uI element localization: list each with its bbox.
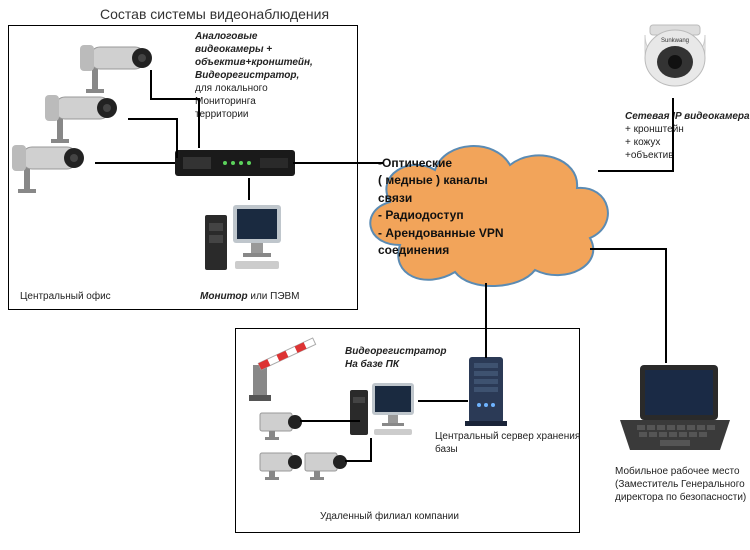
registrar-pc-icon <box>350 375 420 440</box>
connection-line <box>293 162 383 164</box>
remote-branch-label: Удаленный филиал компании <box>320 510 459 523</box>
connection-line <box>300 420 360 422</box>
ip-camera-label: Сетевая IP видеокамера + кронштейн + кож… <box>625 110 750 162</box>
connection-line <box>198 98 200 148</box>
box-camera-icon <box>255 445 305 480</box>
connection-line <box>248 178 250 200</box>
connection-line <box>665 248 667 363</box>
connection-line <box>345 460 370 462</box>
connection-line <box>370 438 372 462</box>
pc-monitor-icon <box>205 195 285 275</box>
server-icon <box>465 355 507 427</box>
connection-line <box>95 162 175 164</box>
svg-text:Sunkwang: Sunkwang <box>661 38 689 44</box>
server-label: Центральный сервер хранения базы <box>435 430 580 456</box>
monitor-label: Монитор или ПЭВМ <box>200 290 300 303</box>
connection-line <box>150 98 200 100</box>
laptop-icon <box>615 360 735 455</box>
connection-line <box>598 170 674 172</box>
connection-line <box>590 248 667 250</box>
connection-line <box>672 98 674 171</box>
analog-cameras-label: Аналоговые видеокамеры + объектив+кроншт… <box>195 30 313 121</box>
cloud-text: -Оптические ( медные ) каналы связи - Ра… <box>378 155 504 259</box>
connection-line <box>418 400 468 402</box>
mobile-workplace-label: Мобильное рабочее место (Заместитель Ген… <box>615 465 746 504</box>
bullet-camera-icon <box>12 135 102 195</box>
dvr-icon <box>175 145 295 180</box>
connection-line <box>128 118 178 120</box>
registrar-pc-label: Видеорегистратор На базе ПК <box>345 345 447 371</box>
connection-line <box>485 283 487 358</box>
dome-camera-icon: Sunkwang <box>630 20 720 100</box>
connection-line <box>176 118 178 158</box>
connection-line <box>150 70 152 100</box>
box-camera-icon <box>255 405 305 440</box>
barrier-icon <box>245 335 325 405</box>
box-camera-icon <box>300 445 350 480</box>
diagram-title: Состав системы видеонаблюдения <box>100 6 329 22</box>
central-office-label: Центральный офис <box>20 290 111 303</box>
